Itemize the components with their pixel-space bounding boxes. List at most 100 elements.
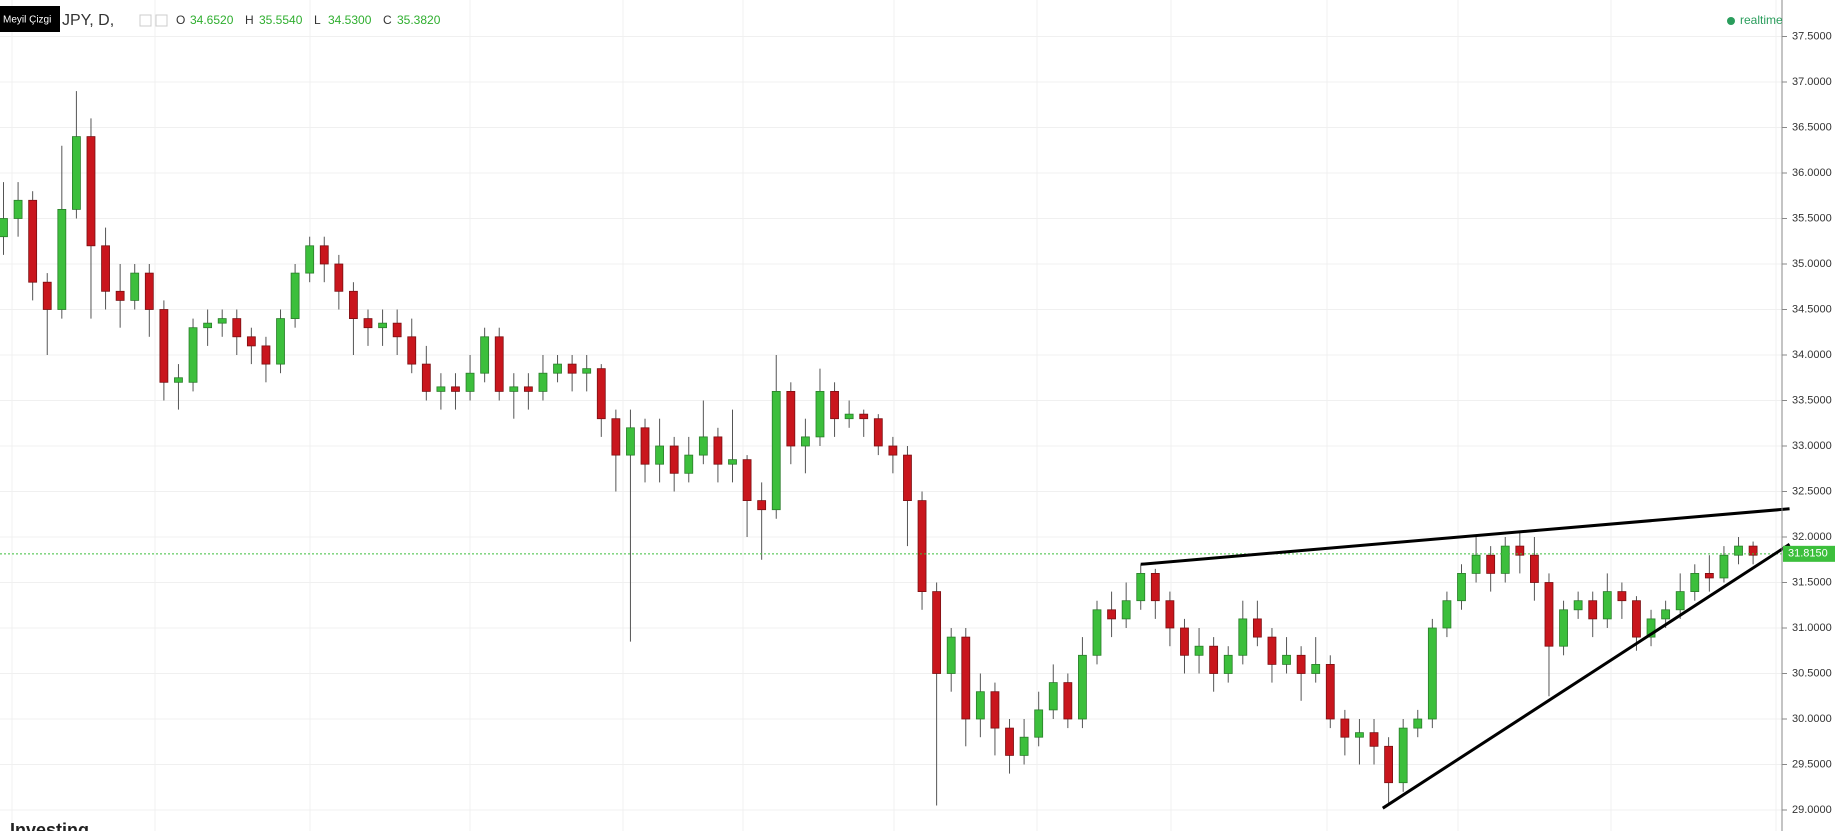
candle-body <box>407 336 417 365</box>
y-tick-label: 34.5000 <box>1792 303 1832 315</box>
candle-body <box>1019 736 1029 756</box>
candle-body <box>961 636 971 720</box>
candle-body <box>246 336 256 347</box>
candle-body <box>1559 609 1568 647</box>
current-price-box <box>1783 545 1835 562</box>
candle-body <box>1369 732 1379 747</box>
y-tick-label: 30.5000 <box>1792 667 1832 679</box>
candle-body <box>1063 682 1073 720</box>
candle-body <box>57 208 67 310</box>
candle-body <box>1121 600 1131 620</box>
y-tick-label: 30.0000 <box>1792 713 1832 725</box>
candle-body <box>1355 732 1364 738</box>
ohlc-value: 35.3820 <box>397 13 441 27</box>
candle-body <box>349 290 358 319</box>
candle-body <box>101 245 110 292</box>
candle-body <box>334 263 344 292</box>
candle-body <box>261 345 271 365</box>
current-price-label: 31.8150 <box>1788 548 1828 560</box>
y-tick-label: 37.5000 <box>1792 30 1832 42</box>
trendline <box>1140 507 1790 566</box>
candle-body <box>1150 573 1160 602</box>
y-tick-label: 32.0000 <box>1792 531 1832 543</box>
candle-body <box>1194 645 1204 656</box>
candle-body <box>217 318 227 324</box>
y-tick-label: 33.0000 <box>1792 440 1832 452</box>
y-tick-label: 37.0000 <box>1792 76 1832 88</box>
candle-body <box>174 377 183 383</box>
candle-body <box>0 218 8 238</box>
candle-body <box>480 336 490 374</box>
candle-body <box>1238 618 1248 656</box>
candle-body <box>1398 727 1408 784</box>
candle-body <box>771 390 781 511</box>
candle-body <box>232 318 242 338</box>
y-tick-label: 29.0000 <box>1792 804 1832 816</box>
y-tick-label: 32.5000 <box>1792 485 1832 497</box>
candle-body <box>159 309 169 383</box>
candle-body <box>655 445 664 465</box>
candle-body <box>465 372 475 392</box>
y-tick-label: 34.0000 <box>1792 349 1832 361</box>
ohlc-key: C <box>383 13 392 27</box>
candle-body <box>932 591 942 674</box>
candle-body <box>1340 718 1350 738</box>
candle-body <box>1223 654 1233 674</box>
candle-body <box>276 318 285 365</box>
candle-body <box>1209 645 1219 674</box>
candle-body <box>1602 591 1612 620</box>
candle-body <box>1384 745 1393 784</box>
candle-body <box>946 636 956 674</box>
candle-body <box>888 445 898 456</box>
ohlc-value: 35.5540 <box>259 13 303 27</box>
y-tick-label: 35.0000 <box>1792 258 1832 270</box>
candle-body <box>1311 664 1321 674</box>
candle-body <box>669 445 679 474</box>
candle-body <box>1690 573 1700 593</box>
y-tick-label: 29.5000 <box>1792 758 1832 770</box>
icon[interactable] <box>139 14 152 27</box>
y-tick-label: 31.5000 <box>1792 576 1832 588</box>
candle-body <box>1704 573 1714 579</box>
candle-body <box>1486 554 1496 574</box>
candle-body <box>1296 654 1306 674</box>
candle-body <box>1442 600 1452 629</box>
y-tick-label: 35.5000 <box>1792 212 1832 224</box>
candle-body <box>1252 618 1262 638</box>
candle-body <box>115 290 125 301</box>
candle-body <box>698 436 708 456</box>
candle-body <box>626 427 635 456</box>
candle-body <box>290 272 300 320</box>
candle-body <box>42 281 52 310</box>
candle-body <box>188 327 198 383</box>
candle-body <box>917 500 927 593</box>
candle-body <box>1078 654 1087 720</box>
candle-body <box>859 413 869 420</box>
trendline <box>1381 543 1791 810</box>
icon[interactable] <box>155 14 168 27</box>
candle-body <box>903 454 912 502</box>
candle-body <box>1282 654 1291 665</box>
candle-body <box>1048 682 1058 711</box>
candle-body <box>1180 627 1189 656</box>
candle-body <box>1748 545 1758 556</box>
candle-body <box>378 322 387 329</box>
candle-body <box>713 436 723 465</box>
candle-body <box>421 363 431 392</box>
y-tick-label: 33.5000 <box>1792 394 1832 406</box>
candle-body <box>1413 718 1423 729</box>
candle-body <box>494 336 504 392</box>
ohlc-value: 34.5300 <box>328 13 372 27</box>
candle-body <box>1632 600 1641 638</box>
candle-body <box>1165 600 1175 629</box>
symbol: JPY, D, <box>62 12 114 29</box>
candle-body <box>844 413 854 420</box>
candle-body <box>582 368 592 374</box>
ohlc-key: H <box>245 13 254 27</box>
candle-body <box>130 272 140 301</box>
candle-body <box>1588 600 1598 620</box>
y-tick-label: 36.0000 <box>1792 167 1832 179</box>
candle-body <box>611 418 621 456</box>
candle-body <box>1515 545 1525 556</box>
